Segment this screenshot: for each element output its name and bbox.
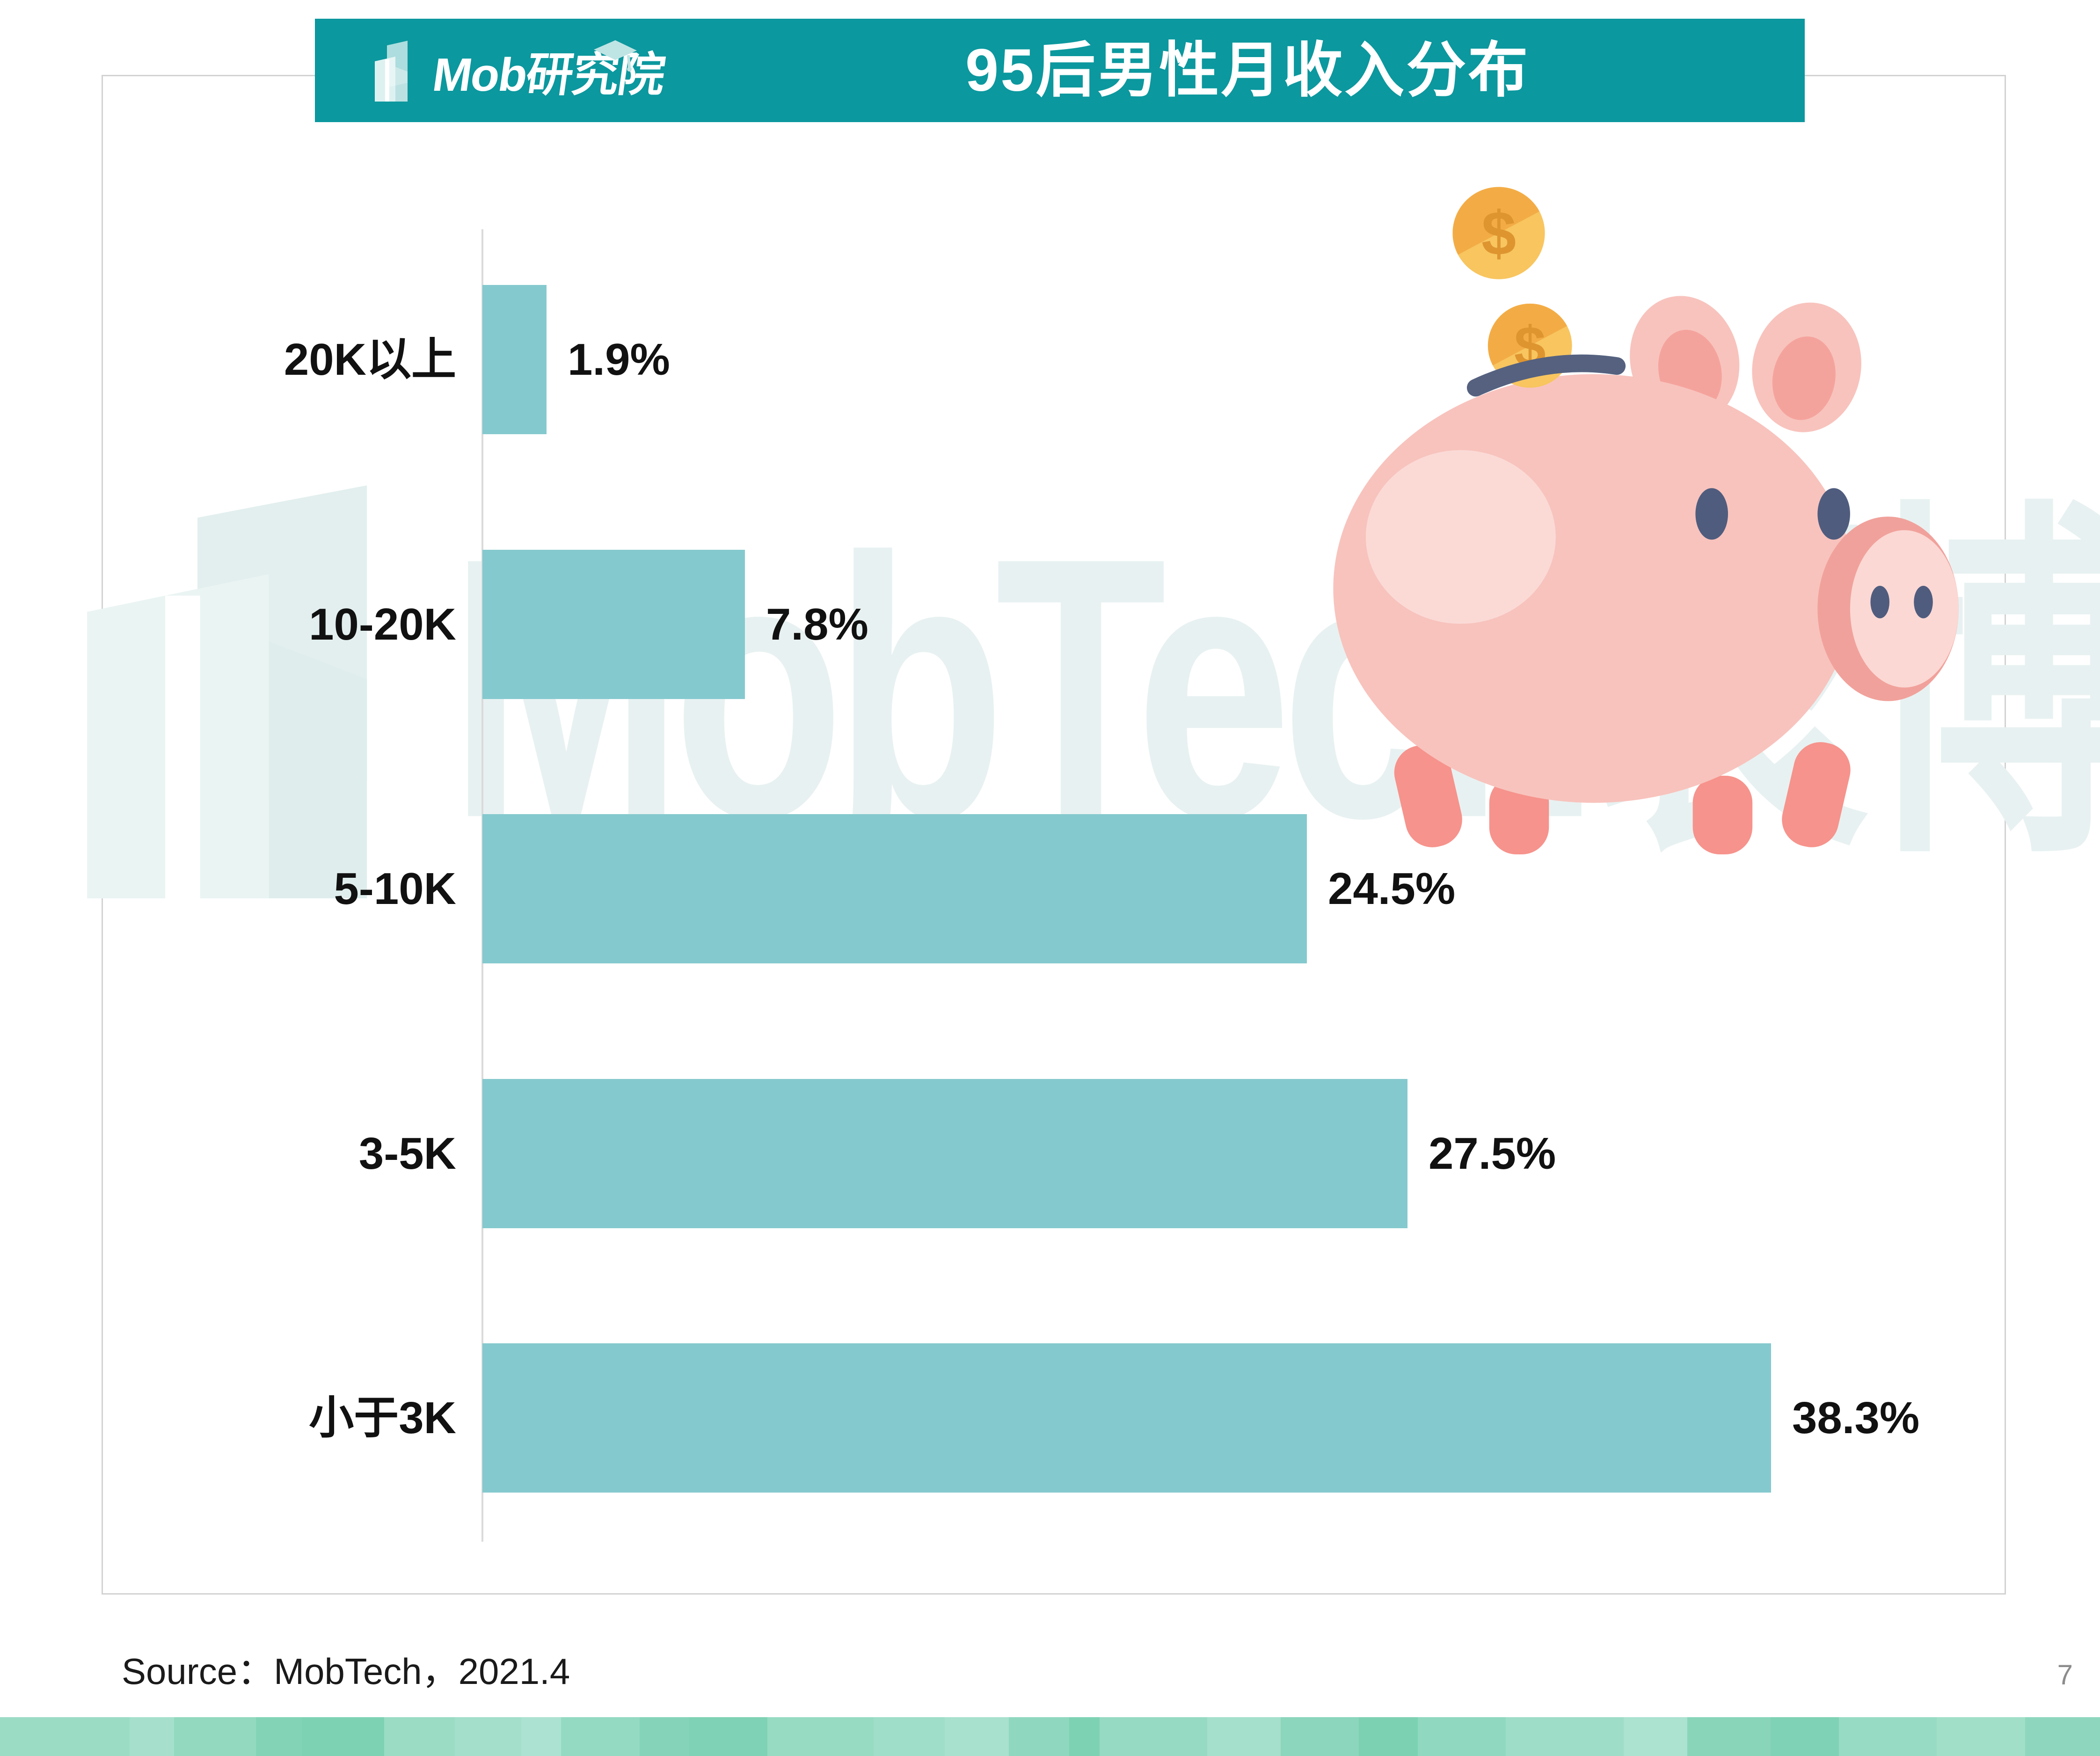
footer-strip-segment (455, 1717, 521, 1756)
footer-strip-segment (0, 1717, 130, 1756)
value-label: 1.9% (568, 335, 670, 385)
footer-strip-segment (521, 1717, 561, 1756)
pig-eyes (1695, 488, 1850, 540)
footer-strip-segment (767, 1717, 874, 1756)
footer-strip-segment (1839, 1717, 1937, 1756)
footer-strip-segment (1280, 1717, 1359, 1756)
category-label: 小于3K (309, 1393, 456, 1443)
footer-strip (0, 1717, 2100, 1756)
bar (482, 1079, 1407, 1228)
piggy-bank-illustration: $ $ (1333, 187, 1959, 854)
source-label: Source：MobTech，2021.4 (122, 1651, 570, 1692)
bar (482, 814, 1307, 963)
svg-text:$: $ (1481, 199, 1516, 269)
pig-legs (1394, 742, 1851, 854)
bar (482, 550, 745, 699)
coin-slot (1466, 354, 1626, 397)
footer-strip-segment (1207, 1717, 1281, 1756)
footer-strip-segment (639, 1717, 689, 1756)
footer-strip-segment (174, 1717, 256, 1756)
footer-strip-segment (256, 1717, 302, 1756)
footer-strip-segment (1359, 1717, 1418, 1756)
bar (482, 285, 547, 434)
footer-strip-segment (1937, 1717, 2025, 1756)
value-label: 38.3% (1792, 1393, 1920, 1443)
category-label: 10-20K (309, 599, 456, 649)
footer-strip-segment (301, 1717, 384, 1756)
category-label: 3-5K (358, 1129, 456, 1179)
footer-strip-segment (130, 1717, 174, 1756)
footer-strip-segment (561, 1717, 640, 1756)
footer-strip-segment (689, 1717, 768, 1756)
page-number: 7 (2057, 1659, 2073, 1690)
header-bar: Mob研究院 95后男性月收入分布 (315, 19, 1805, 122)
value-label: 7.8% (766, 599, 868, 649)
footer-strip-segment (944, 1717, 1009, 1756)
footer-strip-segment (1009, 1717, 1069, 1756)
pig-snout (1817, 517, 1959, 701)
footer-strip-segment (1418, 1717, 1506, 1756)
footer-strip-segment (1687, 1717, 1771, 1756)
bar (482, 1343, 1771, 1493)
footer-strip-segment (1069, 1717, 1100, 1756)
building-icon (375, 40, 408, 102)
footer-strip-segment (1623, 1717, 1687, 1756)
logo: Mob研究院 (371, 19, 668, 122)
footer-strip-segment (1099, 1717, 1207, 1756)
footer-strip-segment (2025, 1717, 2100, 1756)
value-label: 24.5% (1328, 864, 1456, 914)
footer-strip-segment (874, 1717, 945, 1756)
footer-strip-segment (1770, 1717, 1839, 1756)
value-label: 27.5% (1429, 1129, 1556, 1179)
watermark-building-icon (87, 485, 367, 898)
footer-strip-segment (384, 1717, 455, 1756)
category-label: 20K以上 (284, 335, 456, 385)
pig-cheek-highlight (1365, 450, 1556, 624)
graduation-cap-icon (594, 40, 637, 72)
dollar-coin-icon: $ (1452, 187, 1545, 279)
footer-strip-segment (1506, 1717, 1624, 1756)
category-label: 5-10K (334, 864, 456, 914)
page-title: 95后男性月收入分布 (965, 37, 1530, 104)
